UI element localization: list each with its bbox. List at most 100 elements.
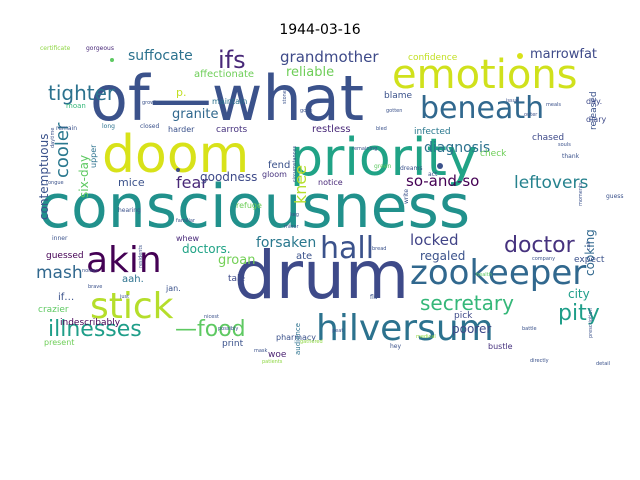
word-78: upper <box>89 144 98 168</box>
word-115: gathered <box>300 339 323 345</box>
word-72: audience <box>294 323 302 355</box>
word-42: confidence <box>408 53 458 63</box>
word-58: ate <box>296 251 312 262</box>
word-12: illnesses <box>48 317 142 342</box>
word-43: restless <box>312 124 351 135</box>
word-90: mask <box>254 348 268 354</box>
word-59: guessed <box>46 251 84 261</box>
word-85: thank <box>562 153 580 160</box>
word-120: issue <box>506 98 519 104</box>
word-40: city <box>568 287 590 301</box>
word-64: whew <box>176 234 200 243</box>
word-60: crazier <box>38 305 69 315</box>
word-27: locked <box>410 231 459 249</box>
word-114: patients <box>262 359 283 365</box>
word-82: gorgeous <box>86 45 114 52</box>
word-104: familiar <box>176 218 196 224</box>
word-88: long <box>102 123 115 130</box>
word-11: hall <box>320 231 374 266</box>
word-66: if… <box>58 292 74 303</box>
word-55: released <box>589 91 599 130</box>
word-76: bustle <box>488 342 513 351</box>
word-14: ifs <box>218 46 246 74</box>
word-26: knee <box>291 165 310 204</box>
word-101: flu <box>370 294 378 301</box>
word-126: bread <box>372 246 386 252</box>
word-99: company <box>532 256 555 262</box>
chart-title: 1944-03-16 <box>279 22 361 38</box>
word-129: stone <box>282 90 288 104</box>
word-9: stick <box>90 286 174 327</box>
word-69: print <box>222 339 244 349</box>
word-35: six-day <box>77 155 91 198</box>
word-121: souls <box>558 142 571 148</box>
word-77: day. <box>586 97 602 106</box>
word-128: just <box>119 294 129 300</box>
word-21: mash <box>36 263 83 283</box>
word-119: meals <box>546 102 561 108</box>
word-32: granite <box>172 107 219 122</box>
word-65: tale <box>228 274 246 284</box>
dot-0 <box>517 53 523 59</box>
word-116: remaining <box>352 146 377 152</box>
word-29: marrowfat <box>530 47 597 62</box>
word-89: dreams <box>400 165 422 172</box>
word-3: doom <box>102 125 249 185</box>
word-84: guess <box>606 193 624 200</box>
word-118: outer <box>524 112 538 118</box>
word-34: contemptuous <box>37 134 51 220</box>
word-117: peat <box>332 328 343 334</box>
word-108: growing <box>142 100 162 106</box>
word-81: certificate <box>40 45 71 52</box>
word-93: write <box>403 189 410 204</box>
word-102: keg <box>290 212 299 218</box>
word-38: cooking <box>583 229 597 276</box>
word-91: possibly <box>218 326 238 332</box>
word-33: reliable <box>286 65 334 80</box>
word-31: groan <box>218 253 255 268</box>
word-41: doctors. <box>182 242 231 256</box>
word-123: moments <box>578 182 584 206</box>
word-63: refuge <box>236 201 262 210</box>
word-0: consciousness <box>38 172 470 242</box>
word-36: goodness <box>200 170 257 184</box>
word-8: beneath <box>420 91 544 126</box>
word-122: call <box>586 241 592 250</box>
word-100: health <box>476 272 492 278</box>
word-62: jan. <box>165 284 181 293</box>
word-54: chased <box>532 133 564 143</box>
word-113: bled <box>376 126 387 132</box>
word-25: forsaken <box>256 235 316 251</box>
word-44: mice <box>118 176 145 189</box>
word-107: noises <box>82 268 98 274</box>
word-95: battle <box>522 326 537 332</box>
word-16: doctor <box>504 233 576 258</box>
word-111: act <box>428 171 438 178</box>
word-49: diary <box>586 115 606 124</box>
word-39: poorer <box>452 322 491 336</box>
word-18: pity <box>558 301 600 326</box>
word-92: nicest <box>204 314 219 320</box>
word-105: tongue <box>46 180 64 186</box>
word-80: remain <box>56 125 77 132</box>
word-109: hey <box>390 343 401 350</box>
word-47: fend <box>268 160 290 171</box>
word-124: circumstances <box>292 146 298 182</box>
word-130: gone <box>300 108 312 114</box>
word-73: check <box>480 149 507 159</box>
dot-1 <box>437 163 443 169</box>
word-83: inner <box>52 235 68 242</box>
word-75: expect <box>574 255 605 265</box>
word-13: —food <box>175 317 246 342</box>
word-30: diagnosis <box>424 140 490 156</box>
word-74: pick <box>454 311 473 321</box>
word-46: p. <box>176 86 186 99</box>
word-87: closed <box>140 123 159 130</box>
word-22: grandmother <box>280 48 379 66</box>
word-45: affectionate <box>194 69 254 80</box>
word-4: priority <box>290 128 478 188</box>
word-10: akin <box>86 240 162 281</box>
word-48: notice <box>318 178 343 187</box>
word-86: hearing <box>118 207 141 214</box>
word-2: drum <box>234 237 409 314</box>
